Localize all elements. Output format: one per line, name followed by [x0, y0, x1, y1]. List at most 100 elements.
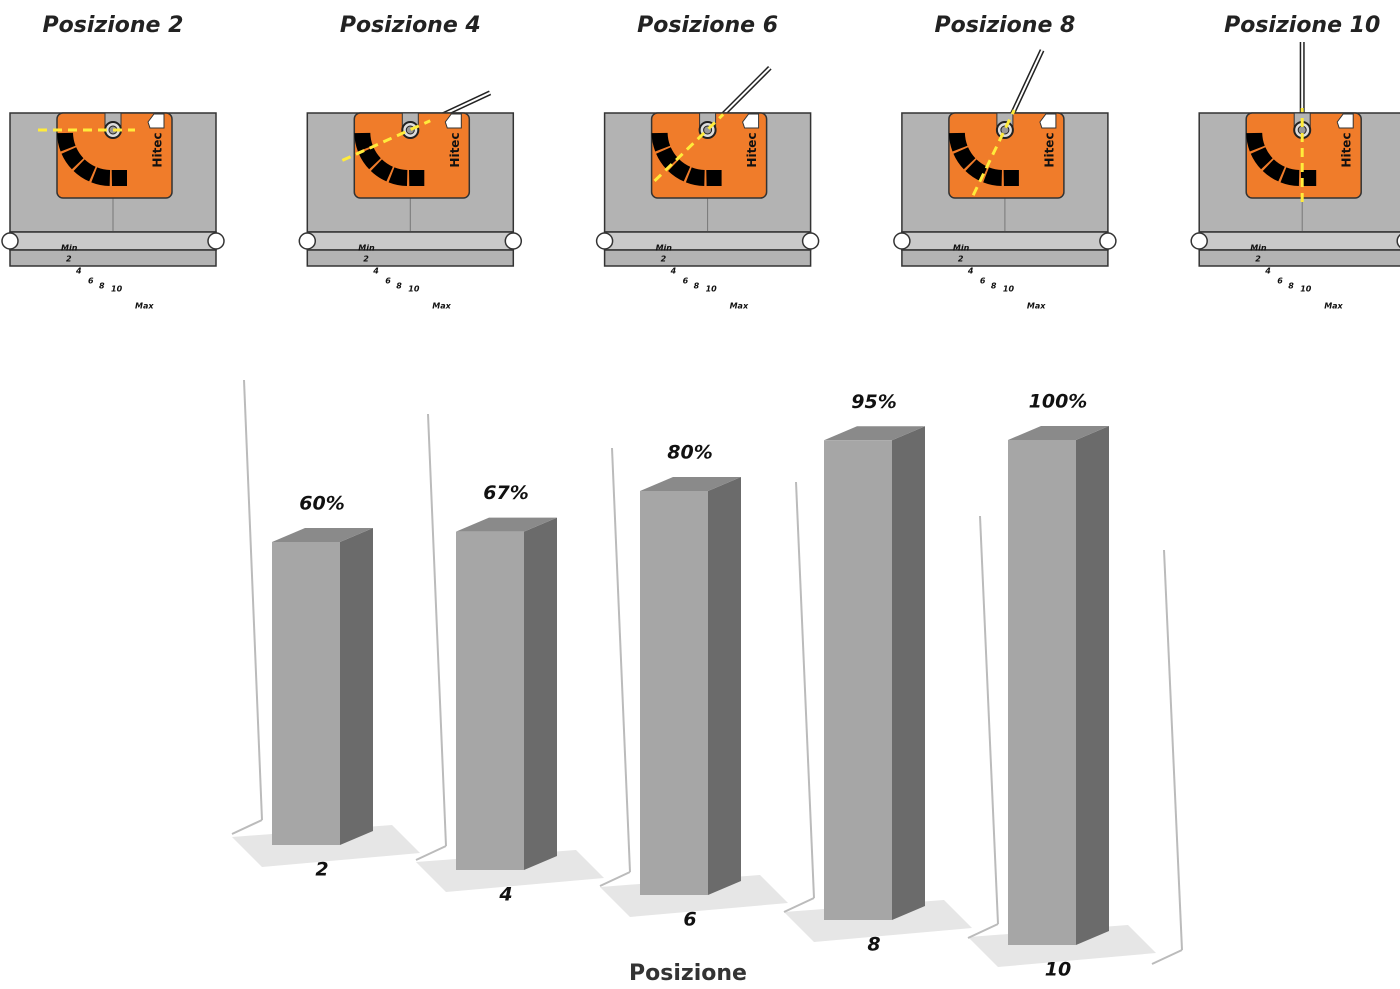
- illustration-title: Posizione 4: [340, 13, 481, 38]
- value-label: 95%: [851, 391, 896, 413]
- notch: [1190, 232, 1208, 250]
- notch: [801, 232, 820, 250]
- device-label: 8: [99, 282, 105, 291]
- position-indicator: [971, 109, 1016, 196]
- floor-line: [783, 897, 815, 913]
- notch: [893, 232, 911, 250]
- illustration-title: Posizione 8: [934, 13, 1075, 38]
- scale-arc: [948, 132, 1019, 187]
- wall-line: [979, 515, 999, 925]
- scale-arc: [1246, 132, 1317, 187]
- bar-side: [524, 517, 557, 870]
- bar-side: [708, 477, 741, 895]
- x-tick-label: 8: [867, 934, 880, 956]
- bar: [824, 440, 892, 920]
- x-tick-label: 2: [315, 859, 328, 881]
- device-brand: Hitec: [151, 132, 165, 167]
- value-label: 100%: [1029, 391, 1088, 413]
- device-brand: Hitec: [448, 132, 462, 167]
- base: [603, 249, 812, 267]
- device-label: Min: [656, 244, 673, 253]
- illustration-title: Posizione 6: [637, 13, 778, 38]
- device-label: 6: [385, 277, 391, 286]
- notch: [504, 232, 523, 250]
- device-label: 4: [1264, 267, 1271, 276]
- device-label: 2: [958, 255, 964, 264]
- device-label: Max: [1324, 302, 1343, 311]
- wall-line: [243, 379, 263, 821]
- groove: [901, 231, 1109, 251]
- bar-top: [456, 517, 557, 532]
- scale-arc: [651, 132, 722, 187]
- notch: [1396, 233, 1400, 249]
- icon: [1336, 113, 1354, 129]
- groove: [1198, 231, 1400, 251]
- device-label: 10: [706, 285, 718, 294]
- notch: [1, 232, 19, 250]
- bar-top: [824, 426, 925, 441]
- x-tick-label: 6: [683, 909, 696, 931]
- floor-line: [231, 819, 263, 835]
- wall-line: [1163, 549, 1183, 951]
- bar-top: [640, 477, 741, 491]
- hole-inner: [1297, 125, 1307, 135]
- wall-line: [611, 447, 631, 873]
- notch: [207, 232, 225, 250]
- device-label: 2: [66, 255, 72, 264]
- device-label: 4: [372, 267, 379, 276]
- device-label: 10: [111, 285, 123, 294]
- value-label: 60%: [299, 493, 344, 515]
- device-label: 2: [1255, 255, 1261, 264]
- icon: [444, 113, 462, 129]
- x-tick-label: 10: [1045, 959, 1071, 981]
- device-label: 6: [980, 277, 986, 286]
- device-label: 8: [694, 282, 700, 291]
- device-label: 10: [408, 285, 420, 294]
- device-label: 6: [683, 277, 689, 286]
- base: [9, 249, 217, 267]
- notch: [1099, 232, 1117, 250]
- bar-side: [1076, 426, 1109, 945]
- value-label: 80%: [667, 442, 712, 464]
- bar-side: [340, 528, 373, 845]
- illustration-title: Posizione 2: [43, 13, 184, 38]
- bar-top: [272, 528, 373, 542]
- icon: [742, 113, 760, 129]
- groove: [9, 231, 217, 251]
- position-indicator: [341, 119, 431, 162]
- bar: [456, 531, 524, 870]
- device-label: 2: [363, 255, 369, 264]
- scale-arc: [354, 132, 425, 187]
- device-label: Max: [432, 302, 451, 311]
- device-label: Max: [135, 302, 154, 311]
- base: [306, 249, 515, 267]
- device-label: 6: [1277, 277, 1283, 286]
- icon: [1039, 113, 1057, 129]
- scale-arc: [57, 132, 127, 187]
- notch: [298, 232, 317, 250]
- device-label: 10: [1003, 285, 1015, 294]
- notch: [595, 232, 614, 250]
- device-label: Min: [358, 244, 375, 253]
- bar: [1008, 440, 1076, 945]
- x-tick-label: 4: [498, 884, 512, 906]
- bar-top: [1008, 426, 1109, 440]
- device-label: 8: [1288, 282, 1294, 291]
- device-label: 4: [967, 267, 974, 276]
- groove: [603, 231, 812, 251]
- device-label: Min: [953, 244, 970, 253]
- wall-line: [427, 413, 447, 847]
- device-label: 8: [991, 282, 997, 291]
- device-label: Min: [1250, 244, 1267, 253]
- wall-line: [795, 481, 815, 899]
- device-label: Max: [1027, 302, 1046, 311]
- illustration-title: Posizione 10: [1224, 13, 1380, 38]
- device-brand: Hitec: [1042, 132, 1056, 167]
- device-label: 6: [88, 277, 94, 286]
